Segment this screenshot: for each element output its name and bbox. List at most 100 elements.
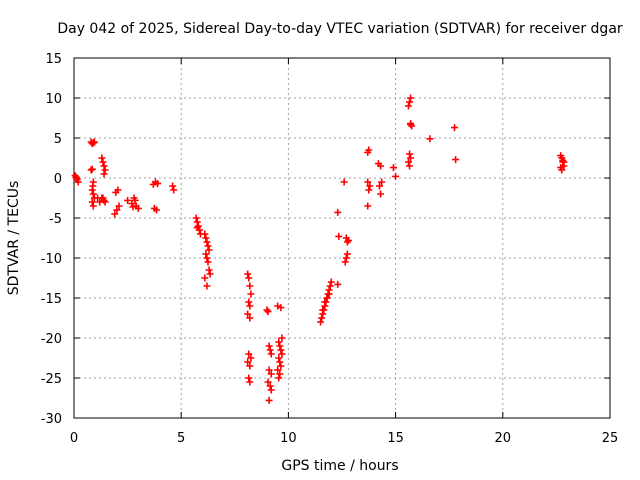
data-point — [365, 146, 373, 154]
data-point — [247, 290, 255, 298]
data-point — [202, 234, 210, 242]
data-point — [277, 346, 285, 354]
data-point — [89, 190, 97, 198]
data-point — [340, 178, 348, 186]
x-tick-label: 25 — [602, 431, 619, 446]
data-point — [203, 282, 211, 290]
data-point — [153, 206, 161, 214]
x-tick-label: 10 — [280, 431, 297, 446]
data-point — [452, 156, 460, 164]
data-point — [366, 182, 374, 190]
data-point — [264, 308, 272, 316]
data-point — [334, 280, 342, 288]
data-point — [392, 172, 400, 180]
data-point — [169, 182, 177, 190]
data-point — [96, 198, 104, 206]
data-point — [134, 204, 142, 212]
data-point — [406, 150, 414, 158]
data-point — [404, 158, 412, 166]
data-point — [88, 198, 96, 206]
x-tick-label: 5 — [177, 431, 185, 446]
data-point — [426, 135, 434, 143]
data-point — [342, 254, 350, 262]
data-point — [276, 370, 284, 378]
data-point — [275, 338, 283, 346]
data-point — [365, 186, 373, 194]
data-point — [276, 358, 284, 366]
data-point — [265, 396, 273, 404]
x-tick-label: 0 — [70, 431, 78, 446]
data-point — [201, 274, 209, 282]
data-point — [204, 242, 212, 250]
data-point — [274, 366, 282, 374]
data-point — [244, 270, 252, 278]
data-point — [100, 196, 108, 204]
data-point — [276, 342, 284, 350]
ticks — [73, 57, 611, 419]
data-point — [278, 334, 286, 342]
data-point — [72, 173, 80, 181]
data-point — [111, 210, 119, 218]
data-point — [154, 180, 162, 188]
data-point — [113, 206, 121, 214]
data-point — [100, 170, 108, 178]
data-point — [278, 350, 286, 358]
data-point — [131, 196, 139, 204]
data-point — [364, 202, 372, 210]
y-tick-label: -15 — [41, 292, 62, 307]
data-points — [71, 94, 568, 404]
data-point — [326, 282, 334, 290]
data-point — [267, 386, 275, 394]
data-point — [377, 162, 385, 170]
data-point — [265, 366, 273, 374]
data-point — [265, 342, 273, 350]
data-point — [317, 318, 325, 326]
data-point — [407, 154, 415, 162]
data-point — [206, 270, 214, 278]
data-point — [319, 306, 327, 314]
data-point — [323, 294, 331, 302]
data-point — [277, 304, 285, 312]
data-point — [318, 314, 326, 322]
data-point — [100, 162, 108, 170]
data-point — [246, 362, 254, 370]
data-point — [376, 182, 384, 190]
data-point — [407, 94, 415, 102]
data-point — [343, 250, 351, 258]
grid — [74, 58, 610, 418]
data-point — [202, 250, 210, 258]
x-axis-label: GPS time / hours — [281, 458, 398, 474]
data-point — [275, 354, 283, 362]
data-point — [90, 138, 98, 146]
data-point — [267, 370, 275, 378]
data-point — [201, 230, 209, 238]
y-tick-label: 10 — [45, 92, 62, 107]
data-point — [89, 202, 97, 210]
data-point — [451, 124, 459, 132]
y-tick-label: -25 — [41, 372, 62, 387]
data-point — [389, 164, 397, 172]
data-point — [325, 290, 333, 298]
data-point — [406, 162, 414, 170]
data-point — [89, 182, 97, 190]
data-point — [335, 232, 343, 240]
data-point — [245, 274, 253, 282]
y-tick-label: 15 — [45, 52, 62, 67]
y-tick-label: 5 — [54, 132, 62, 147]
data-point — [378, 178, 386, 186]
data-point — [377, 190, 385, 198]
data-point — [245, 374, 253, 382]
data-point — [246, 378, 254, 386]
data-point — [244, 310, 252, 318]
data-point — [244, 358, 252, 366]
y-tick-label: -20 — [41, 332, 62, 347]
data-point — [203, 254, 211, 262]
y-tick-label: -30 — [41, 412, 62, 427]
data-point — [205, 266, 213, 274]
y-axis-label: SDTVAR / TECUs — [6, 181, 22, 296]
data-point — [266, 382, 274, 390]
data-point — [406, 98, 414, 106]
data-point — [344, 236, 352, 244]
